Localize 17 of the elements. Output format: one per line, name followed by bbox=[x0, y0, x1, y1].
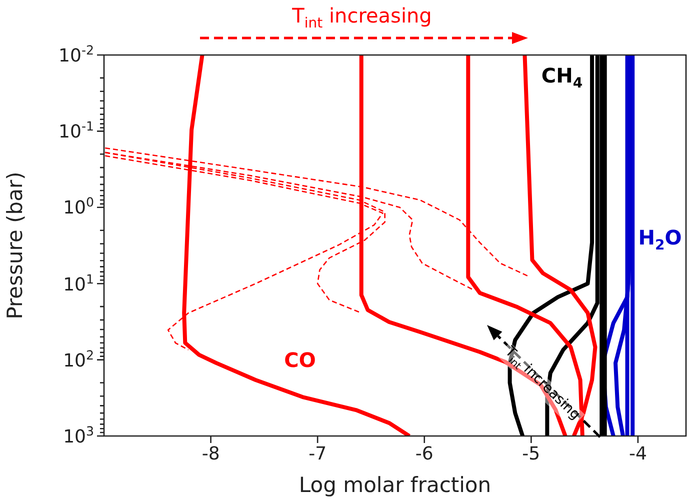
y-axis-title: Pressure (bar) bbox=[3, 172, 28, 320]
x-tick-label: -6 bbox=[415, 443, 434, 464]
annotation: CO bbox=[284, 348, 316, 372]
x-tick-label: -7 bbox=[308, 443, 327, 464]
y-tick-label: 10$^{3}$ bbox=[63, 424, 94, 448]
x-tick-label: -8 bbox=[202, 443, 220, 464]
x-tick-label: -4 bbox=[628, 443, 647, 464]
y-tick-label: 10$^{-2}$ bbox=[58, 42, 94, 66]
y-tick-label: 10$^{1}$ bbox=[63, 271, 94, 296]
x-tick-label: -5 bbox=[522, 443, 540, 464]
annotation: H$_{2}$O bbox=[638, 225, 682, 254]
x-axis-title: Log molar fraction bbox=[298, 472, 492, 497]
y-tick-label: 10$^{2}$ bbox=[63, 347, 94, 372]
y-tick-label: 10$^{-1}$ bbox=[58, 118, 94, 143]
annotation: CH$_{4}$ bbox=[541, 63, 583, 92]
y-tick-label: 10$^{0}$ bbox=[63, 194, 94, 219]
text: T$_{int}$ increasing bbox=[292, 3, 432, 32]
